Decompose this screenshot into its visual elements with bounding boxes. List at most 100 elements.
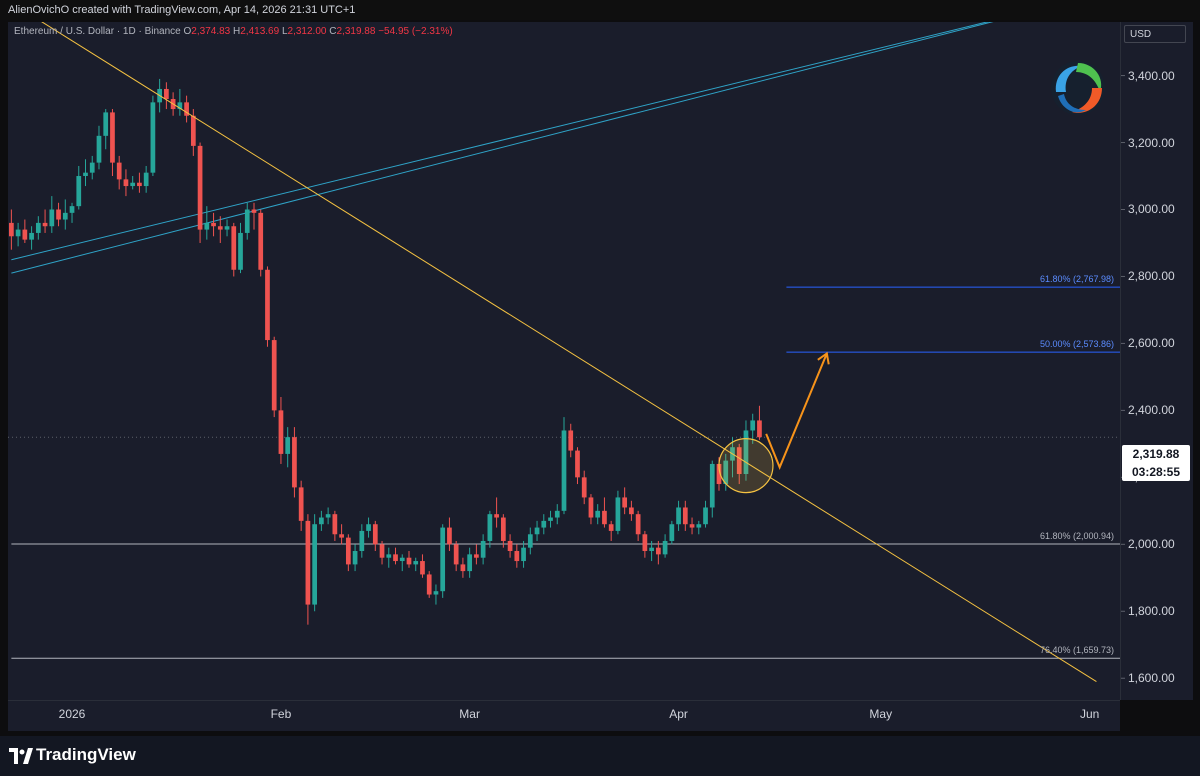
candle-body: [723, 460, 729, 485]
candle-body: [649, 547, 654, 552]
candle-body: [130, 182, 136, 187]
legend-high: 2,413.69: [240, 26, 280, 37]
candle-body: [116, 162, 122, 180]
channel-line-2: [11, 22, 994, 274]
y-tick-label: 1,600.00: [1128, 671, 1175, 686]
candle-body: [244, 209, 250, 233]
candle-body: [750, 420, 756, 431]
candle-body: [89, 162, 95, 173]
candle-body: [35, 222, 41, 233]
candle-body: [143, 172, 149, 187]
chart-legend: Ethereum / U.S. Dollar · 1D · Binance O2…: [14, 26, 453, 37]
y-tick-label: 2,000.00: [1128, 537, 1175, 552]
candle-body: [703, 507, 708, 525]
candle-body: [500, 517, 506, 541]
candle-body: [655, 547, 661, 555]
fib-label-2: 50.00% (2,573.86): [1039, 339, 1114, 350]
candle-body: [258, 212, 264, 270]
currency-label[interactable]: USD: [1124, 25, 1186, 43]
candle-body: [325, 514, 331, 518]
y-tick-label: 3,200.00: [1128, 135, 1175, 150]
candle-body: [426, 574, 432, 595]
price-chart[interactable]: [8, 22, 1120, 700]
candle-body: [568, 430, 574, 451]
candle-body: [743, 430, 749, 474]
candle-body: [757, 420, 762, 438]
candle-body: [103, 112, 109, 136]
candle-body: [42, 222, 48, 227]
candle-body: [204, 222, 210, 230]
tradingview-logo-icon: [9, 748, 33, 764]
candle-body: [345, 537, 351, 565]
candle-body: [231, 226, 237, 270]
price-axis[interactable]: [1120, 22, 1193, 700]
candle-body: [521, 547, 526, 562]
chart-pane[interactable]: [8, 22, 1120, 700]
candle-body: [575, 450, 580, 478]
candle-body: [433, 591, 439, 595]
candle-body: [123, 179, 129, 187]
last-price: 2,319.88: [1132, 447, 1180, 461]
candle-body: [413, 561, 419, 565]
candle-body: [292, 437, 297, 488]
candle-body: [487, 514, 493, 541]
candle-body: [359, 530, 365, 552]
x-tick-label: Feb: [270, 707, 292, 721]
fib-label-1: 61.80% (2,767.98): [1039, 274, 1114, 285]
attribution-text: AlienOvichO created with TradingView.com…: [8, 4, 356, 16]
x-tick-label: Apr: [669, 707, 688, 721]
candle-body: [29, 232, 34, 240]
legend-low-label: L: [281, 26, 288, 37]
candle-body: [83, 172, 88, 177]
candle-body: [622, 497, 628, 508]
candle-body: [386, 554, 392, 558]
legend-open: 2,374.83: [191, 26, 231, 37]
candle-body: [393, 554, 398, 562]
candle-body: [190, 115, 196, 146]
candle-body: [150, 102, 156, 173]
price-axis-ticks: [1121, 75, 1125, 679]
candle-body: [527, 534, 533, 548]
breakout-highlight-circle: [718, 438, 774, 494]
candle-body: [305, 520, 311, 605]
candle-body: [110, 112, 115, 163]
candle-body: [379, 544, 385, 558]
candle-body: [709, 463, 715, 508]
legend-change: −54.95 (−2.31%): [378, 26, 453, 37]
candle-body: [69, 206, 75, 213]
candle-body: [548, 517, 553, 521]
candle-body: [588, 497, 594, 518]
candle-body: [676, 507, 681, 525]
y-tick-label: 2,600.00: [1128, 336, 1175, 351]
candle-body: [9, 222, 14, 237]
candle-body: [453, 544, 459, 565]
time-axis[interactable]: [8, 700, 1120, 731]
candle-body: [56, 209, 61, 220]
candle-body: [581, 477, 587, 498]
y-tick-label: 3,000.00: [1128, 202, 1175, 217]
candle-body: [480, 540, 486, 558]
legend-high-label: H: [233, 26, 241, 37]
candle-body: [474, 554, 479, 558]
x-tick-label: 2026: [58, 707, 86, 721]
candle-body: [554, 510, 560, 518]
y-tick-label: 3,400.00: [1128, 68, 1175, 83]
candle-body: [534, 527, 540, 535]
candle-body: [494, 514, 499, 518]
projection-arrowhead: [817, 351, 830, 365]
candle-body: [217, 226, 223, 230]
candle-body: [251, 209, 257, 213]
candle-body: [137, 182, 142, 187]
candle-body: [689, 524, 695, 528]
projection-path: [765, 353, 828, 470]
candle-body: [541, 520, 547, 528]
candle-body: [224, 226, 230, 230]
footer-brand: TradingView: [36, 745, 136, 764]
candle-body: [352, 551, 358, 565]
candle-body: [561, 430, 567, 511]
candle-body: [339, 534, 344, 538]
fib-label-3: 61.80% (2,000.94): [1039, 530, 1114, 541]
candle-body: [62, 212, 68, 220]
bar-countdown: 03:28:55: [1131, 465, 1181, 479]
candle-body: [278, 410, 284, 454]
